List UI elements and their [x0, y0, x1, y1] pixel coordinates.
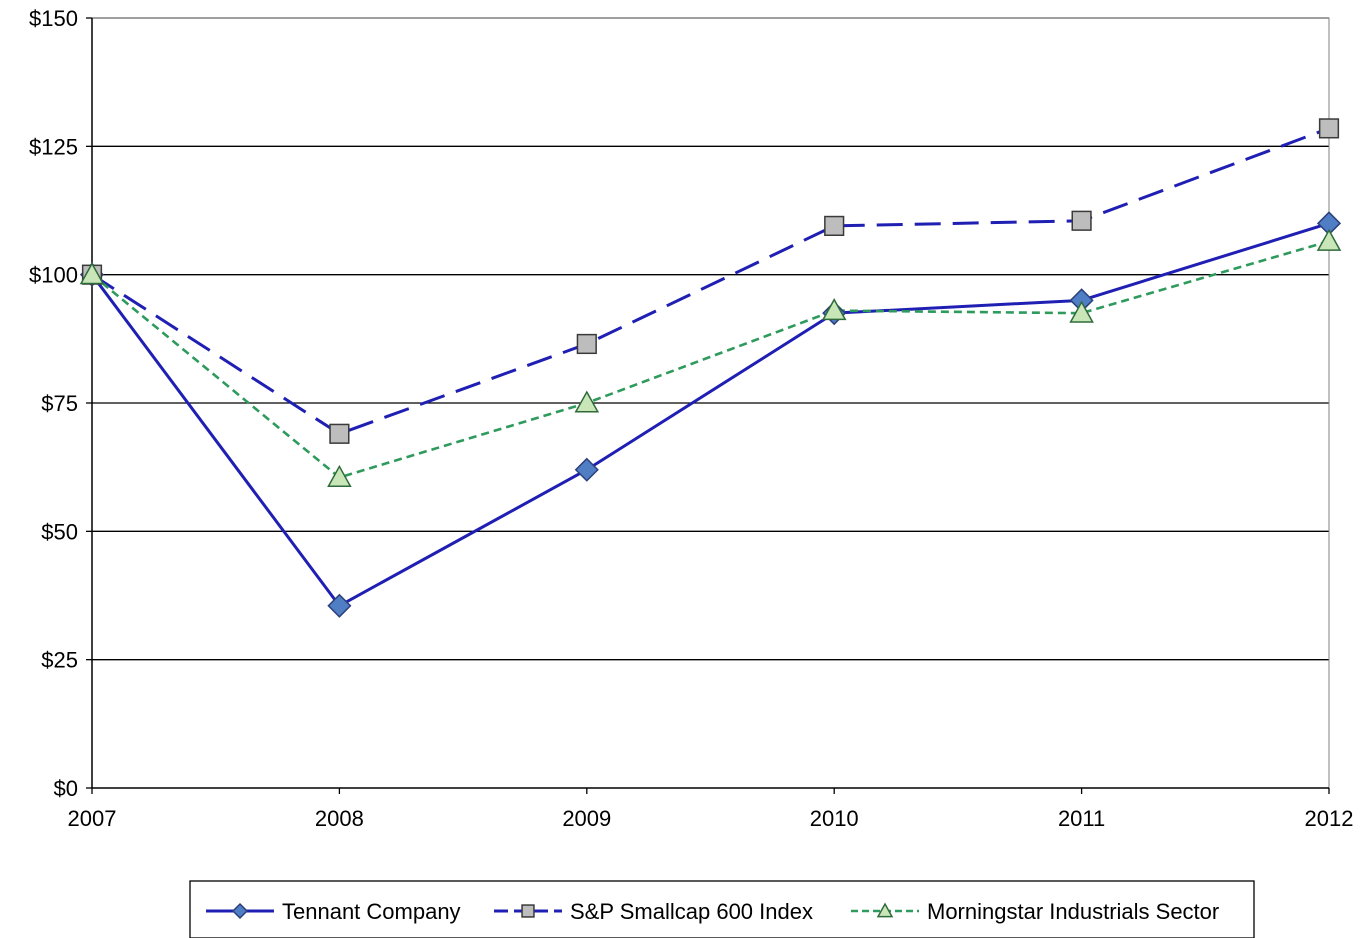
legend-label-tennant-company: Tennant Company: [282, 899, 461, 924]
y-tick-label: $75: [41, 391, 78, 416]
point-s-p-smallcap-600-index: [1318, 118, 1340, 139]
point-morningstar-industrials-sector: [821, 298, 847, 321]
series-line-s-p-smallcap-600-index: [91, 126, 1330, 436]
x-tick-label: 2009: [562, 806, 611, 831]
point-morningstar-industrials-sector: [1316, 228, 1342, 251]
point-tennant-company: [574, 457, 599, 482]
x-tick-label: 2012: [1305, 806, 1354, 831]
point-s-p-smallcap-600-index: [576, 333, 597, 355]
x-tick-labels: 2007 2008 2009 2010 2011 2012: [68, 806, 1354, 831]
x-tick-label: 2011: [1058, 806, 1105, 831]
legend-marker-tennant-company: [231, 902, 249, 920]
y-tick-labels: $0 $25 $50 $75 $100 $125 $150: [29, 6, 78, 801]
point-tennant-company: [327, 593, 352, 618]
gridlines: [92, 17, 1329, 661]
point-s-p-smallcap-600-index: [824, 215, 845, 237]
point-morningstar-industrials-sector: [79, 262, 105, 285]
legend-marker-morningstar-industrials-sector: [876, 902, 894, 918]
series-lines: [90, 126, 1330, 608]
series-markers: [79, 118, 1342, 618]
legend-label-morningstar-industrials-sector: Morningstar Industrials Sector: [927, 899, 1219, 924]
legend-label-s-p-smallcap-600-index: S&P Smallcap 600 Index: [570, 899, 813, 924]
point-morningstar-industrials-sector: [327, 464, 352, 487]
x-tick-label: 2010: [810, 806, 859, 831]
y-tick-label: $100: [29, 263, 78, 288]
y-tick-label: $150: [29, 6, 78, 31]
legend-marker-s-p-smallcap-600-index: [521, 904, 535, 918]
point-s-p-smallcap-600-index: [1071, 210, 1092, 231]
y-tick-label: $125: [29, 134, 78, 159]
point-morningstar-industrials-sector: [1069, 300, 1094, 323]
point-s-p-smallcap-600-index: [329, 423, 350, 444]
y-tick-label: $25: [41, 648, 78, 673]
y-tick-label: $50: [41, 519, 78, 544]
series-line-morningstar-industrials-sector: [91, 240, 1330, 479]
legend-box: [189, 880, 1255, 938]
axes: [86, 17, 1330, 794]
legend: Tennant Company S&P Smallcap 600 Index Mor…: [189, 880, 1255, 938]
x-tick-label: 2008: [315, 806, 364, 831]
point-morningstar-industrials-sector: [574, 390, 600, 413]
y-tick-label: $0: [54, 776, 78, 801]
x-tick-label: 2007: [68, 806, 117, 831]
series-line-tennant-company: [90, 221, 1330, 608]
